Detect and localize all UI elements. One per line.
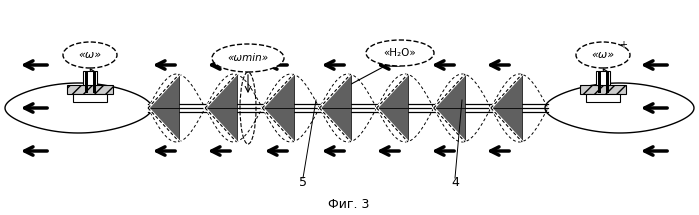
- Polygon shape: [491, 74, 522, 108]
- Ellipse shape: [212, 44, 284, 72]
- Polygon shape: [5, 83, 152, 133]
- Bar: [67, 85, 113, 94]
- Text: «ω»: «ω»: [78, 50, 101, 60]
- Ellipse shape: [576, 42, 630, 68]
- Polygon shape: [433, 108, 465, 142]
- Polygon shape: [491, 108, 522, 142]
- Polygon shape: [262, 74, 294, 108]
- Bar: [73, 94, 107, 102]
- Ellipse shape: [366, 40, 434, 66]
- Polygon shape: [545, 83, 694, 133]
- Polygon shape: [319, 74, 351, 108]
- Text: «ω»: «ω»: [591, 50, 614, 60]
- Ellipse shape: [63, 42, 117, 68]
- Polygon shape: [377, 108, 408, 142]
- Polygon shape: [205, 74, 236, 108]
- Text: 5: 5: [299, 177, 307, 189]
- Bar: [586, 94, 620, 102]
- Polygon shape: [205, 108, 236, 142]
- Text: «H₂O»: «H₂O»: [384, 48, 417, 58]
- Bar: [605, 72, 609, 93]
- Bar: [83, 71, 97, 85]
- Bar: [580, 85, 626, 94]
- Bar: [92, 72, 96, 93]
- Text: +: +: [619, 40, 627, 50]
- Text: 4: 4: [451, 177, 459, 189]
- Polygon shape: [148, 108, 180, 142]
- Text: Фиг. 3: Фиг. 3: [329, 198, 370, 212]
- Polygon shape: [148, 74, 180, 108]
- Bar: [85, 72, 87, 93]
- Polygon shape: [319, 108, 351, 142]
- Text: «ωmin»: «ωmin»: [227, 53, 268, 63]
- Polygon shape: [262, 108, 294, 142]
- Polygon shape: [433, 74, 465, 108]
- Bar: [596, 71, 610, 85]
- Polygon shape: [377, 74, 408, 108]
- Bar: [598, 72, 600, 93]
